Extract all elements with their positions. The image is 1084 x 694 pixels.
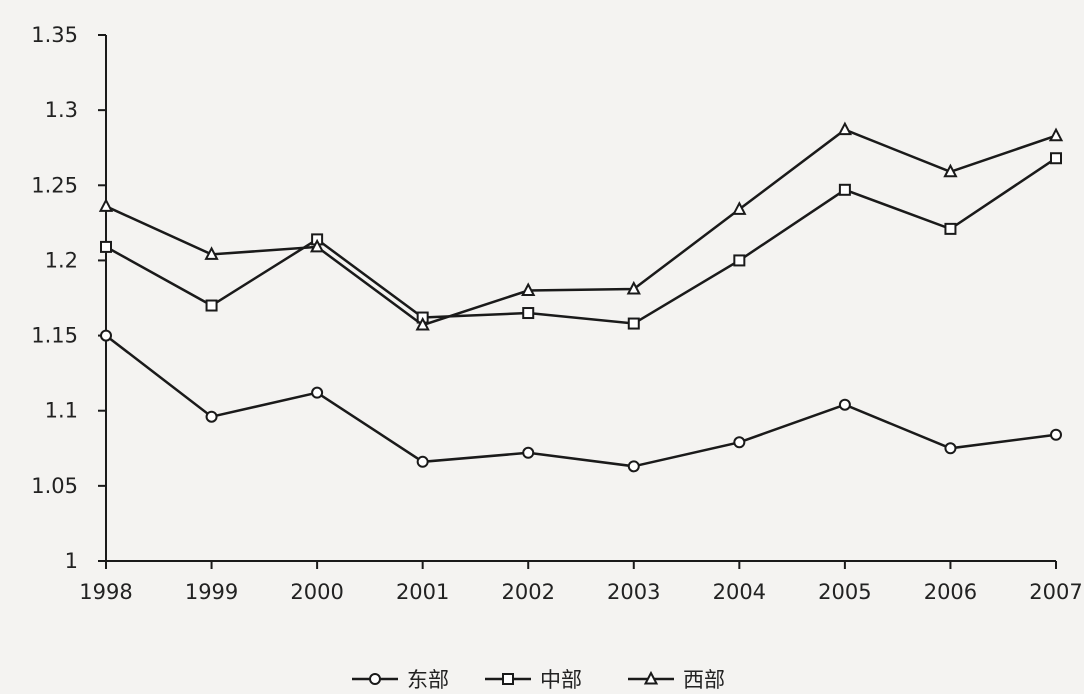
data-point-circle <box>944 442 957 455</box>
data-point-square <box>733 254 746 267</box>
legend-label: 西部 <box>683 668 725 692</box>
legend-item: 中部 <box>485 668 582 692</box>
data-point-triangle <box>204 246 219 260</box>
x-tick-label: 2006 <box>924 580 977 604</box>
x-tick-label: 2004 <box>713 580 766 604</box>
x-tick-label: 2000 <box>290 580 343 604</box>
data-point-triangle <box>309 238 325 253</box>
data-point-triangle <box>98 198 114 212</box>
data-point-triangle <box>1048 127 1064 142</box>
series-line-triangle <box>105 128 1057 327</box>
data-point-square <box>944 222 957 235</box>
data-point-triangle <box>837 121 853 136</box>
series-layer <box>98 121 1064 473</box>
x-tick-label: 1998 <box>79 580 132 604</box>
legend-label: 东部 <box>407 668 449 692</box>
data-point-square <box>522 307 535 320</box>
data-point-square <box>627 317 640 330</box>
legend-marker-circle <box>369 673 381 685</box>
legend-item: 西部 <box>628 668 725 692</box>
y-tick-label: 1.25 <box>31 173 78 197</box>
y-tick-label: 1.15 <box>31 324 78 348</box>
x-tick-label: 2005 <box>818 580 871 604</box>
data-point-square <box>838 183 851 196</box>
y-tick-label: 1.2 <box>45 248 78 272</box>
data-point-circle <box>100 329 112 342</box>
data-point-circle <box>627 460 640 473</box>
series-line-circle <box>105 334 1057 468</box>
data-point-circle <box>838 398 851 411</box>
legend: 东部 中部 西部 <box>352 668 725 692</box>
legend-label: 中部 <box>540 668 582 692</box>
data-point-triangle <box>415 316 430 331</box>
data-point-circle <box>311 386 324 399</box>
series-triangle <box>98 121 1064 331</box>
y-tick-label: 1.35 <box>31 23 78 47</box>
y-tick-label: 1 <box>65 549 78 573</box>
y-tick-label: 1.1 <box>45 399 78 423</box>
x-tick-label: 2002 <box>501 580 554 604</box>
data-point-square <box>1050 152 1062 165</box>
series-circle <box>100 329 1062 473</box>
data-point-triangle <box>521 282 536 296</box>
x-tick-label: 1999 <box>185 580 238 604</box>
x-tick-label: 2003 <box>607 580 660 604</box>
data-point-triangle <box>943 163 958 178</box>
series-line-square <box>105 157 1057 325</box>
legend-marker-square <box>502 673 514 685</box>
data-point-square <box>100 240 112 253</box>
axes: 1 1.05 1.1 1.15 1.2 1.25 1.3 1.35 1998 1999 2000 20… <box>31 23 1082 604</box>
data-point-circle <box>416 455 429 468</box>
y-tick-label: 1.05 <box>31 474 78 498</box>
data-point-circle <box>1050 428 1062 441</box>
data-point-triangle <box>626 280 641 295</box>
data-point-circle <box>733 436 746 449</box>
legend-item: 东部 <box>352 668 449 692</box>
x-tick-label: 2007 <box>1029 580 1082 604</box>
x-tick-label: 2001 <box>396 580 449 604</box>
legend-marker-triangle <box>643 670 659 685</box>
series-square <box>100 152 1062 330</box>
data-point-triangle <box>732 201 747 215</box>
data-point-square <box>205 299 218 312</box>
y-tick-label: 1.3 <box>45 98 78 122</box>
data-point-circle <box>205 410 218 423</box>
data-point-circle <box>522 446 535 459</box>
